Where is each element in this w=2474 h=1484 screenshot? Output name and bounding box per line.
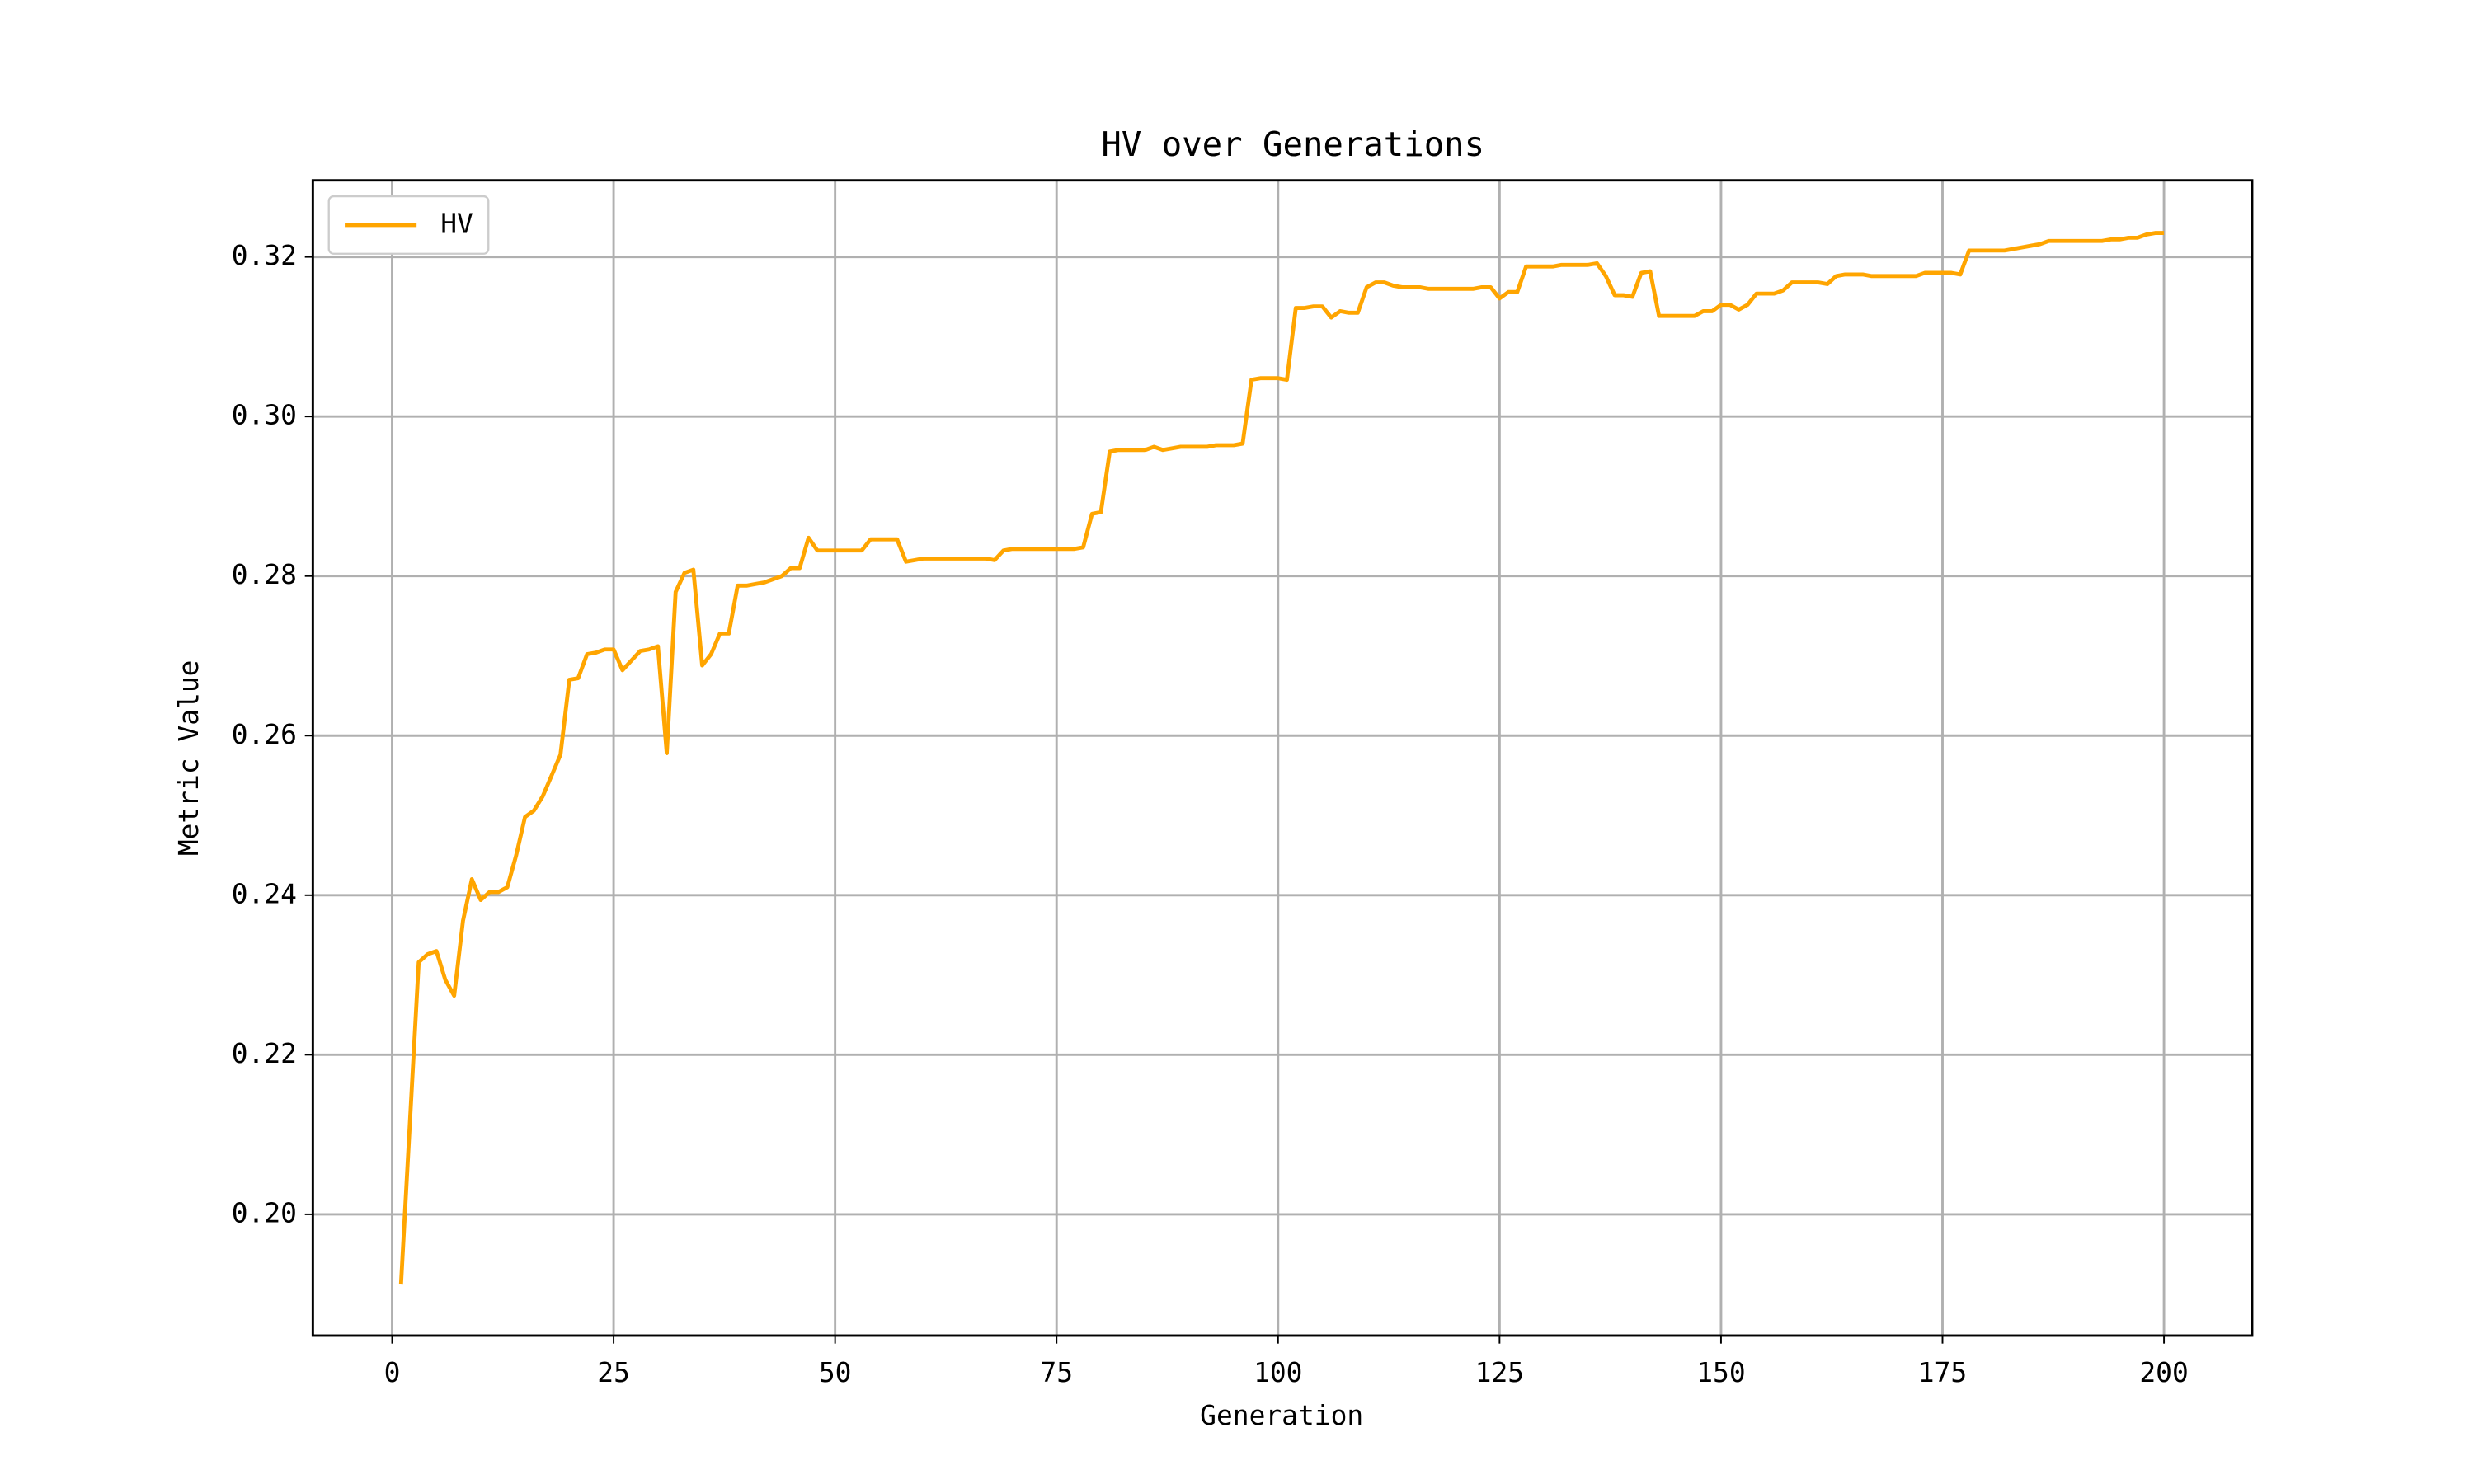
legend-label: HV (440, 207, 473, 239)
y-tick-label: 0.30 (232, 399, 297, 431)
y-axis-label: Metric Value (172, 660, 205, 857)
x-tick-label: 75 (1040, 1356, 1073, 1388)
x-tick-label: 125 (1475, 1356, 1524, 1388)
x-tick-label: 200 (2139, 1356, 2188, 1388)
x-tick-label: 25 (597, 1356, 630, 1388)
y-tick-label: 0.26 (232, 718, 297, 750)
x-axis-label: Generation (1200, 1399, 1363, 1431)
chart-title: HV over Generations (1101, 124, 1484, 164)
x-tick-label: 50 (819, 1356, 852, 1388)
x-tick-label: 150 (1696, 1356, 1745, 1388)
y-tick-label: 0.32 (232, 239, 297, 271)
y-tick-label: 0.24 (232, 877, 297, 909)
x-tick-label: 100 (1253, 1356, 1302, 1388)
y-tick-label: 0.22 (232, 1037, 297, 1069)
x-tick-label: 175 (1918, 1356, 1967, 1388)
data-line (398, 231, 2165, 1285)
x-tick-label: 0 (384, 1356, 401, 1388)
y-tick-label: 0.28 (232, 558, 297, 590)
plot-frame (311, 179, 2254, 1337)
y-tick-label: 0.20 (232, 1196, 297, 1228)
